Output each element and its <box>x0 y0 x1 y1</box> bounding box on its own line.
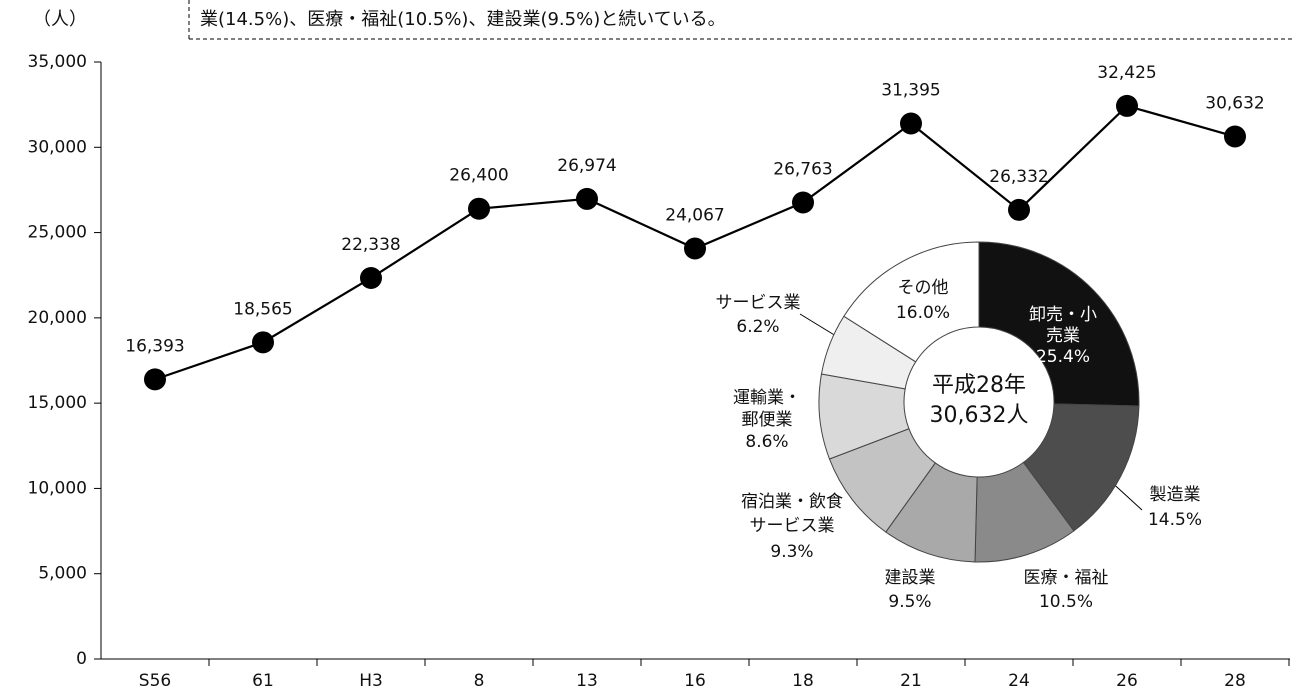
data-label: 26,332 <box>989 167 1048 187</box>
slice-label: その他 <box>898 278 949 298</box>
note: 業(14.5%)、医療・福祉(10.5%)、建設業(9.5%)と続いている。 <box>200 9 726 30</box>
marker <box>360 266 382 289</box>
slice-label: 製造業 <box>1150 485 1201 505</box>
slice-value: 8.6% <box>745 432 788 452</box>
y-tick-label: 10,000 <box>28 478 87 498</box>
marker <box>252 331 274 354</box>
marker <box>1008 198 1030 221</box>
marker <box>468 197 490 220</box>
data-label: 26,974 <box>557 156 616 176</box>
slice-value: 9.5% <box>888 592 931 612</box>
data-label: 26,763 <box>773 159 832 179</box>
y-axis-label: （人） <box>33 9 87 30</box>
x-tick-label: 61 <box>252 671 274 691</box>
data-label: 18,565 <box>233 299 292 319</box>
center-text: 平成28年 <box>932 373 1026 398</box>
data-label: 30,632 <box>1205 94 1264 114</box>
data-label: 26,400 <box>449 166 508 186</box>
marker <box>576 187 598 210</box>
x-tick-label: 8 <box>474 671 485 691</box>
slice-value: 9.3% <box>770 542 813 562</box>
y-tick-label: 5,000 <box>38 564 87 584</box>
donut-slice <box>978 241 1140 407</box>
x-tick-label: 24 <box>1008 671 1030 691</box>
center-text: 30,632人 <box>930 403 1029 428</box>
x-tick-label: 18 <box>792 671 814 691</box>
x-tick-label: S56 <box>139 671 171 691</box>
data-label: 24,067 <box>665 205 724 225</box>
marker <box>684 237 706 260</box>
x-tick-label: H3 <box>359 671 383 691</box>
data-label: 16,393 <box>125 336 184 356</box>
slice-label: 運輸業・ <box>733 388 801 408</box>
slice-label: 卸売・小 <box>1029 305 1097 325</box>
slice-label: サービス業 <box>716 293 801 313</box>
slice-value: 25.4% <box>1036 347 1090 367</box>
slice-value: 6.2% <box>736 317 779 337</box>
slice-label: 売業 <box>1046 326 1080 346</box>
slice-label: 宿泊業・飲食 <box>741 492 843 512</box>
y-tick-label: 35,000 <box>28 52 87 72</box>
marker <box>1116 94 1138 117</box>
y-tick-label: 25,000 <box>28 223 87 243</box>
x-tick-label: 28 <box>1224 671 1246 691</box>
data-label: 31,395 <box>881 80 940 100</box>
slice-value: 10.5% <box>1039 592 1093 612</box>
data-label: 22,338 <box>341 235 400 255</box>
marker <box>144 368 166 391</box>
marker <box>1224 125 1246 148</box>
slice-label: 建設業 <box>885 568 936 588</box>
slice-label: 医療・福祉 <box>1024 568 1109 588</box>
x-tick-label: 13 <box>576 671 598 691</box>
x-tick-label: 16 <box>684 671 706 691</box>
y-tick-label: 0 <box>76 649 87 669</box>
slice-label: 郵便業 <box>742 410 793 430</box>
marker <box>792 191 814 214</box>
slice-value: 16.0% <box>896 303 950 323</box>
slice-label: サービス業 <box>750 516 835 536</box>
x-tick-label: 21 <box>900 671 922 691</box>
donut-slice <box>843 241 980 363</box>
y-tick-label: 20,000 <box>28 308 87 328</box>
slice-value: 14.5% <box>1148 510 1202 530</box>
y-tick-label: 15,000 <box>28 393 87 413</box>
data-label: 32,425 <box>1097 63 1156 83</box>
x-tick-label: 26 <box>1116 671 1138 691</box>
y-tick-label: 30,000 <box>28 137 87 157</box>
marker <box>900 112 922 135</box>
